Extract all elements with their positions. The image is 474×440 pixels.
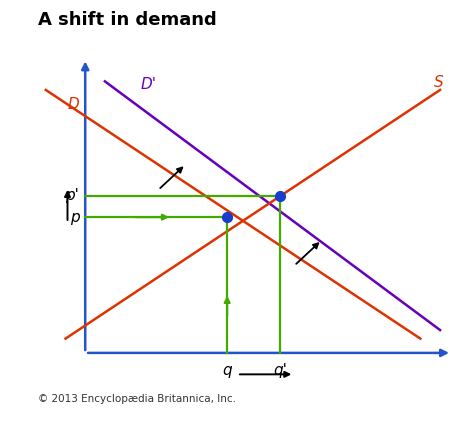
- Text: A shift in demand: A shift in demand: [38, 11, 217, 29]
- Text: S: S: [434, 75, 444, 90]
- Text: D': D': [140, 77, 156, 92]
- Text: © 2013 Encyclopædia Britannica, Inc.: © 2013 Encyclopædia Britannica, Inc.: [38, 394, 236, 404]
- Text: D: D: [67, 96, 79, 111]
- Text: p': p': [65, 188, 79, 203]
- Point: [277, 192, 284, 199]
- Text: q: q: [222, 363, 232, 378]
- Point: [223, 214, 231, 221]
- Text: p: p: [70, 209, 79, 225]
- Text: q': q': [273, 363, 287, 378]
